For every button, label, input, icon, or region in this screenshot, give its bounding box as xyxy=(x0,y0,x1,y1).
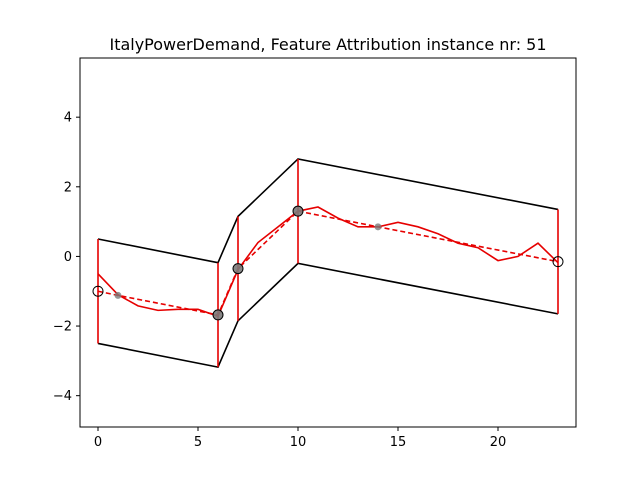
segment-marker-3 xyxy=(232,263,244,275)
segment-marker-0 xyxy=(92,285,104,297)
y-tick-label-4: 4 xyxy=(64,111,72,126)
series-solid-line xyxy=(97,206,559,318)
plot-area xyxy=(92,158,564,369)
series-dashed-line xyxy=(97,210,559,316)
x-tick-label-0: 0 xyxy=(94,435,102,450)
x-tick-label-20: 20 xyxy=(490,435,507,450)
segment-marker-6 xyxy=(552,256,564,268)
y-tick-label-2: 2 xyxy=(64,180,72,195)
y-tick-label-0: 0 xyxy=(64,250,72,265)
segment-marker-1 xyxy=(114,291,122,299)
segment-marker-4 xyxy=(292,205,304,217)
chart-title: ItalyPowerDemand, Feature Attribution in… xyxy=(109,35,546,54)
y-axis: −4 −2 0 2 4 xyxy=(53,111,80,404)
x-tick-label-15: 15 xyxy=(390,435,407,450)
segment-marker-2 xyxy=(212,309,224,321)
envelope-upper-line xyxy=(97,158,559,264)
x-tick-label-5: 5 xyxy=(194,435,202,450)
y-tick-label--2: −2 xyxy=(53,320,72,335)
y-tick-label--4: −4 xyxy=(53,389,72,404)
axes-frame xyxy=(79,57,577,428)
envelope-lower-line xyxy=(97,262,559,369)
segment-marker-5 xyxy=(374,223,382,231)
x-tick-label-10: 10 xyxy=(290,435,307,450)
x-axis: 0 5 10 15 20 xyxy=(94,427,506,450)
